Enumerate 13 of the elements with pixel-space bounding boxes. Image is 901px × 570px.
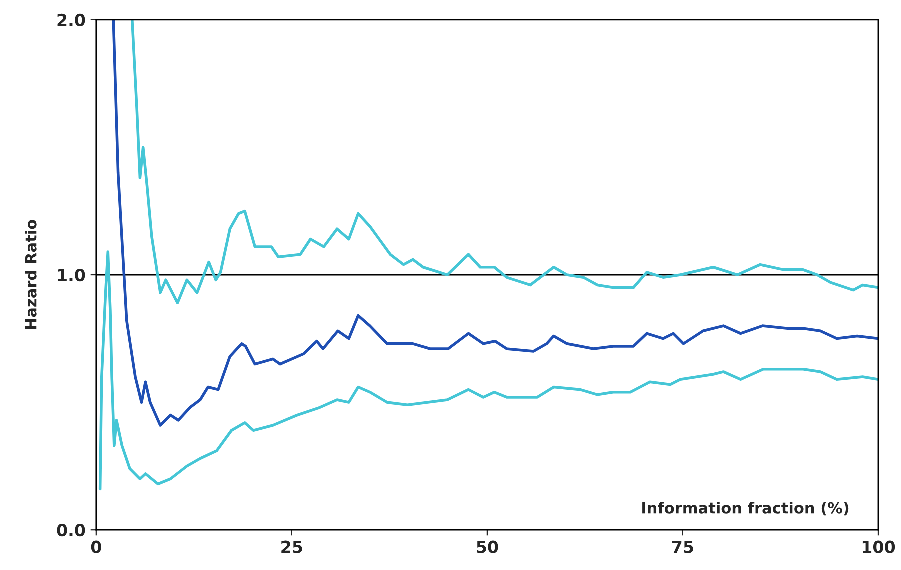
line-series — [112, 20, 878, 427]
x-tick-label: 75 — [672, 541, 694, 554]
x-axis-title: Information fraction (%) — [642, 502, 849, 516]
y-tick-label: 0.0 — [57, 524, 86, 537]
x-tick-label: 0 — [91, 540, 102, 554]
x-tick-label: 25 — [282, 540, 302, 554]
y-tick-label: 1.0 — [58, 268, 86, 282]
x-tick-label: 100 — [862, 540, 896, 554]
x-tick-label: 50 — [477, 540, 498, 554]
y-tick-label: 2.0 — [58, 14, 86, 27]
y-axis-title: Hazard Ratio — [25, 220, 37, 330]
line-series — [130, 20, 878, 304]
line-series — [98, 250, 878, 491]
